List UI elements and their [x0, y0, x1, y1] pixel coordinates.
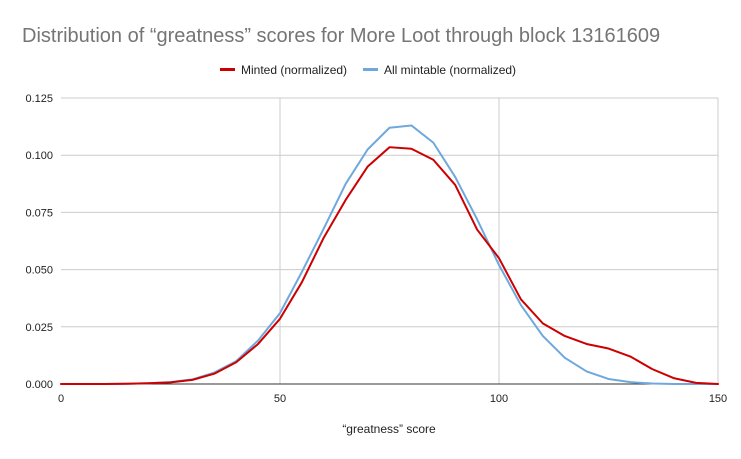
x-axis-label: “greatness” score [342, 422, 436, 436]
legend-swatch-minted [220, 68, 235, 71]
legend-label-all-mintable: All mintable (normalized) [384, 63, 516, 77]
series-line-minted [60, 146, 719, 385]
legend-swatch-all-mintable [363, 68, 378, 71]
gridlines [61, 97, 719, 385]
x-tick-label: 50 [274, 393, 286, 405]
x-tick-label: 0 [58, 393, 64, 405]
series-line-all-mintable [60, 124, 719, 385]
legend-label-minted: Minted (normalized) [241, 63, 347, 77]
chart-title: Distribution of “greatness” scores for M… [22, 25, 660, 47]
y-tick-label: 0.100 [25, 150, 53, 162]
x-tick-label: 150 [709, 393, 727, 405]
x-tick-label: 100 [490, 393, 508, 405]
y-tick-label: 0.025 [25, 322, 53, 334]
x-axis-ticks: 0 50 100 150 [58, 393, 727, 405]
y-tick-label: 0.000 [25, 379, 53, 391]
y-axis-ticks: 0.000 0.025 0.050 0.075 0.100 0.125 [25, 93, 53, 391]
series-lines [60, 124, 719, 385]
y-tick-label: 0.075 [25, 207, 53, 219]
legend: Minted (normalized) All mintable (normal… [220, 63, 516, 77]
y-tick-label: 0.050 [25, 265, 53, 277]
y-tick-label: 0.125 [25, 93, 53, 105]
